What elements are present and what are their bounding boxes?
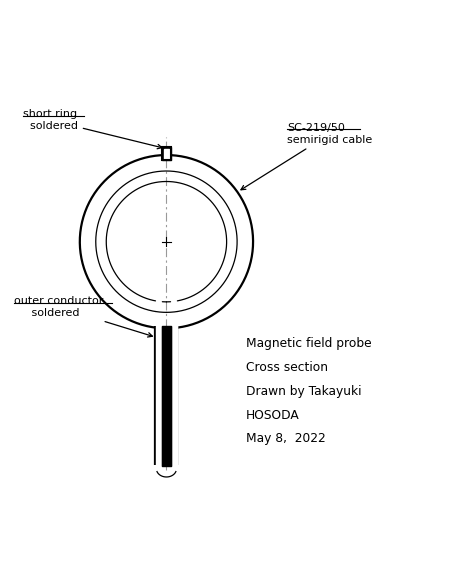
Text: SC-219/50
semirigid cable: SC-219/50 semirigid cable — [240, 123, 372, 190]
Text: May 8,  2022: May 8, 2022 — [246, 432, 325, 445]
Text: Cross section: Cross section — [246, 361, 328, 374]
Text: outer conductor
     soldered: outer conductor soldered — [14, 296, 152, 337]
Text: HOSODA: HOSODA — [246, 409, 299, 422]
Bar — [162, 148, 170, 160]
Text: Magnetic field probe: Magnetic field probe — [246, 337, 371, 351]
Bar — [162, 148, 170, 160]
Bar — [163, 149, 169, 159]
Text: short ring
  soldered: short ring soldered — [23, 109, 162, 149]
Text: Drawn by Takayuki: Drawn by Takayuki — [246, 385, 361, 398]
